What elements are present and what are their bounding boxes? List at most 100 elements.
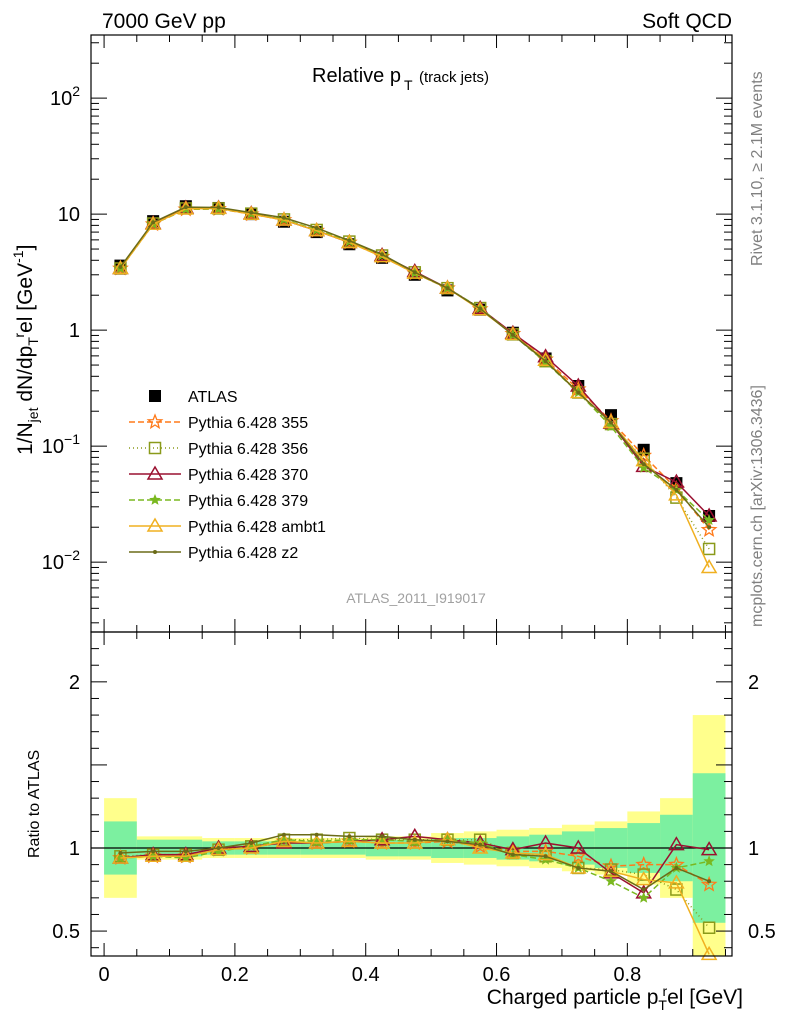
main-point-z2 [380,252,385,257]
ratio-y-tick-label-right: 0.5 [748,921,776,943]
main-point-z2 [707,525,712,530]
main-ylabel: 1/Njet dN/dpTrel [GeV-1] [10,245,41,455]
ratio-point-z2 [543,854,548,859]
legend-item-ATLAS: ATLAS [149,389,238,406]
legend-item-z2: Pythia 6.428 z2 [129,545,298,562]
main-frame [90,34,733,633]
legend-marker [146,517,164,532]
main-point-ambt1 [504,325,522,341]
x-tick-label: 0.6 [483,964,511,986]
main-point-ambt1 [602,413,620,429]
ratio-point-p370 [144,846,162,861]
ratio-point-ambt1 [668,874,685,889]
legend-marker [148,441,162,455]
ratio-point-ambt1 [144,847,162,863]
ratio-point-ambt1 [275,832,293,848]
ratio-point-ambt1 [112,849,129,864]
ratio-point-ambt1 [537,846,554,861]
ratio-point-p379 [703,855,715,867]
main-series-group [112,199,718,574]
ratio-point-z2 [314,832,319,837]
main-line-ambt1 [119,207,710,568]
ratio-point-p356 [343,831,356,845]
main-point-z2 [641,462,646,467]
ratio-series-group [112,827,718,961]
ratio-point-ambt1 [635,871,653,886]
main-point-z2 [151,220,156,225]
main-point-z2 [118,265,123,270]
ratio-point-z2 [641,887,646,892]
main-point-ambt1 [144,215,162,230]
ratio-point-z2 [412,837,417,842]
ratio-point-p379 [637,891,650,903]
ratio-point-z2 [478,842,483,847]
header-right: Soft QCD [642,10,732,33]
analysis-watermark: ATLAS_2011_I919017 [346,590,486,606]
legend-label: Pythia 6.428 370 [188,467,308,484]
main-point-p379 [605,420,617,432]
main-point-z2 [543,359,548,364]
legend-label: Pythia 6.428 379 [188,493,308,510]
y-tick-label: 102 [50,83,80,110]
main-point-z2 [216,205,221,210]
main-title: Relative p T (track jets) [312,65,489,93]
main-point-ambt1 [406,264,424,279]
ratio-point-z2 [249,841,254,846]
ratio-point-p370 [569,839,587,854]
ratio-point-p370 [700,841,718,856]
ratio-frame [90,631,733,957]
main-point-ambt1 [569,384,587,399]
x-tick-label: 0.8 [613,964,641,986]
ratio-point-ambt1 [700,945,718,961]
main-point-z2 [183,205,188,210]
ratio-point-z2 [576,865,581,870]
ratio-point-z2 [445,839,450,844]
main-point-z2 [314,225,319,230]
rivet-label: Rivet 3.1.10, ≥ 2.1M events [749,71,766,266]
x-axis-label: Charged particle pTrel [GeV] [487,983,743,1013]
ratio-point-p355 [635,855,653,872]
legend-label: Pythia 6.428 355 [188,415,308,432]
main-point-z2 [249,210,254,215]
svg-text:T: T [404,77,413,93]
ratio-point-ambt1 [471,839,489,854]
y-tick-label: 10−2 [42,547,80,574]
svg-text:(track jets): (track jets) [419,69,489,86]
ratio-point-z2 [674,865,679,870]
header-left: 7000 GeV pp [102,10,226,33]
axes-group: 0 0.2 0.4 0.6 0.8 10−2 10−1 1 10 102 0.5 0.5 1 1 2 2 [42,34,776,986]
ratio-y-tick-label-right: 2 [748,672,759,694]
ratio-point-z2 [183,849,188,854]
main-point-z2 [510,332,515,337]
ratio-point-p355 [700,875,718,892]
ratio-point-ambt1 [406,834,424,849]
ratio-point-z2 [281,832,286,837]
ratio-point-z2 [707,879,712,884]
legend-item-p356: Pythia 6.428 356 [129,441,308,458]
mcplots-label: mcplots.cern.ch [arXiv:1306.3436] [749,385,766,627]
ratio-point-z2 [347,834,352,839]
legend: ATLAS Pythia 6.428 355 Pythia 6.428 356 Pyt… [129,389,326,562]
main-point-z2 [478,306,483,311]
legend-label: Pythia 6.428 z2 [188,545,298,562]
ratio-point-p356 [702,921,716,935]
main-point-ambt1 [112,259,129,275]
x-tick-label: 0.4 [352,964,380,986]
legend-marker [149,390,161,402]
ratio-y-tick-label: 1 [69,838,80,860]
ratio-point-p355 [569,847,587,864]
ratio-point-ambt1 [341,832,358,848]
main-point-z2 [281,215,286,220]
ratio-point-p370 [668,836,685,851]
ratio-point-z2 [380,834,385,839]
ratio-point-z2 [151,849,156,854]
legend-label: Pythia 6.428 ambt1 [188,519,326,536]
x-tick-label: 0 [99,964,110,986]
legend-marker [149,493,161,505]
y-tick-label: 1 [69,320,80,342]
ratio-ylabel: Ratio to ATLAS [26,750,43,858]
ratio-point-ambt1 [439,831,456,846]
ratio-point-z2 [216,846,221,850]
legend-marker [146,465,164,480]
main-point-p355 [700,521,718,537]
